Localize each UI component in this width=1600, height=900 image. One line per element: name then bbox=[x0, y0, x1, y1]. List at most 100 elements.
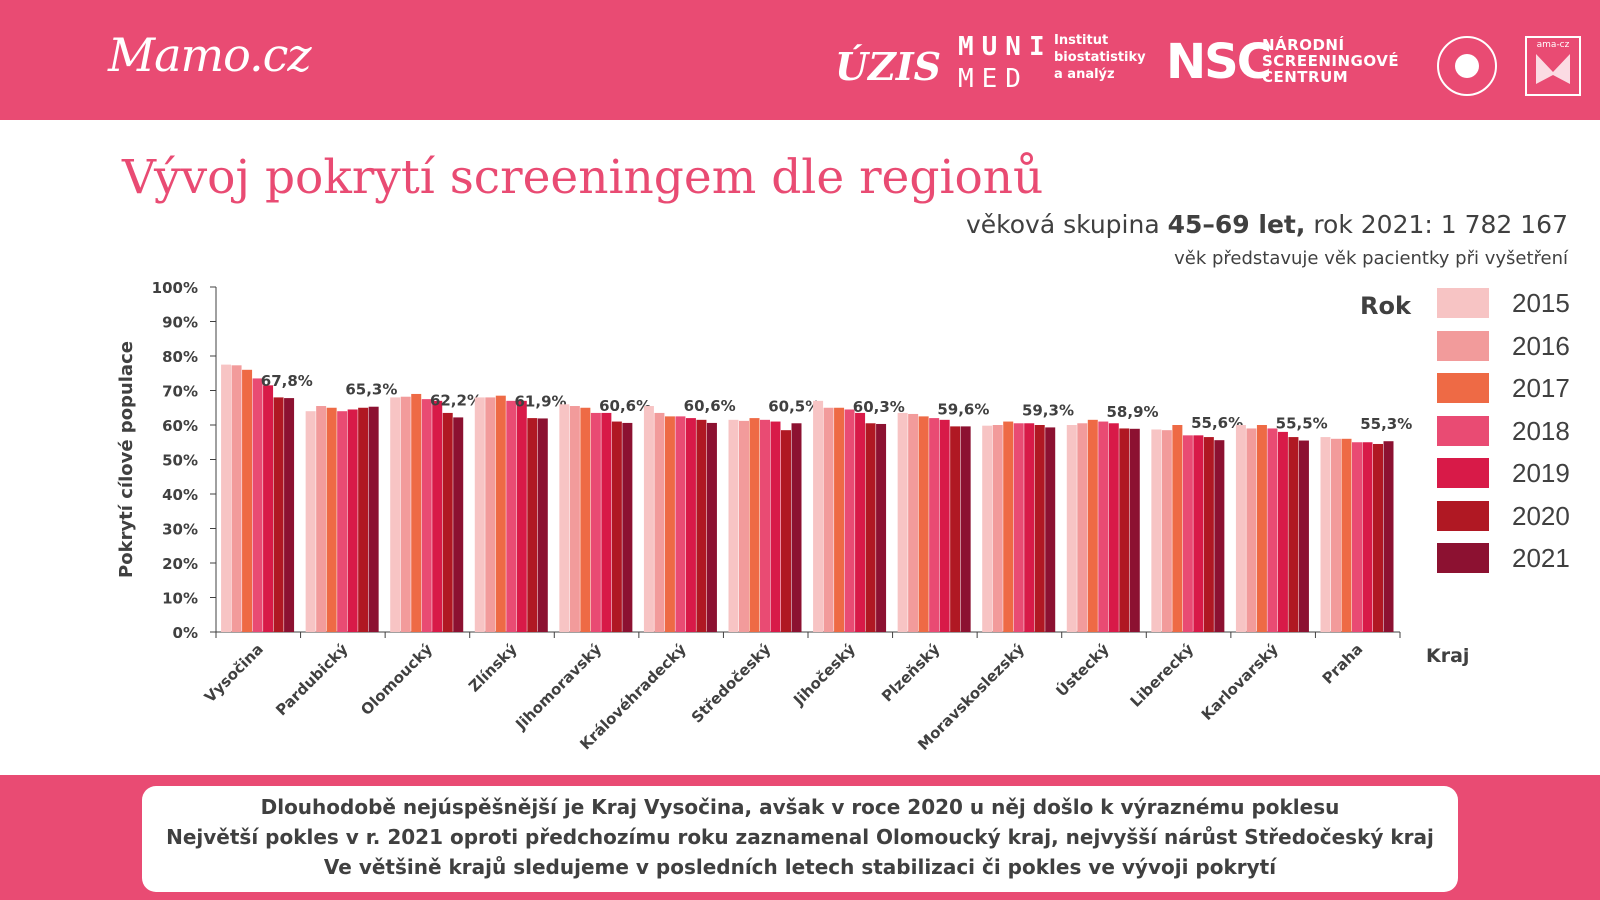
ama-logo-label: ama-cz bbox=[1536, 40, 1570, 50]
data-label: 60,6% bbox=[599, 397, 651, 415]
x-category-label: Liberecký bbox=[1127, 640, 1198, 711]
data-label: 67,8% bbox=[261, 372, 313, 390]
brand-logo[interactable]: Mamo.cz bbox=[108, 28, 312, 82]
uzis-logo-text: ÚZIS bbox=[835, 44, 942, 89]
legend-label: 2017 bbox=[1512, 373, 1570, 403]
bar bbox=[537, 418, 548, 632]
data-label: 60,6% bbox=[684, 397, 736, 415]
y-tick-label: 100% bbox=[152, 279, 198, 297]
legend-item: 2021 bbox=[1437, 543, 1570, 573]
x-category-label: Vysočina bbox=[201, 640, 267, 706]
bar bbox=[982, 425, 993, 632]
bar bbox=[1341, 438, 1352, 632]
data-label: 60,3% bbox=[853, 398, 905, 416]
bar bbox=[1362, 442, 1373, 632]
x-category-label: Ústecký bbox=[1052, 639, 1113, 700]
nsc-logo: NSC bbox=[1166, 34, 1272, 90]
bar bbox=[1172, 425, 1183, 632]
bar bbox=[1383, 441, 1394, 632]
legend-item: 2019 bbox=[1437, 458, 1570, 488]
bar bbox=[442, 412, 453, 632]
y-tick-label: 80% bbox=[162, 348, 198, 366]
bar bbox=[527, 418, 538, 632]
y-tick-label: 10% bbox=[162, 590, 198, 608]
nsc-line: SCREENINGOVÉ bbox=[1262, 52, 1400, 70]
summary-line: Dlouhodobě nejúspěšnější je Kraj Vysočin… bbox=[260, 795, 1340, 819]
bar bbox=[1277, 431, 1288, 632]
y-tick-label: 60% bbox=[162, 417, 198, 435]
bar bbox=[559, 404, 570, 632]
bar bbox=[654, 412, 665, 632]
radiology-seal-icon bbox=[1437, 36, 1497, 96]
data-label: 55,5% bbox=[1276, 415, 1328, 433]
bar bbox=[675, 416, 686, 632]
summary-line: Největší pokles v r. 2021 oproti předcho… bbox=[166, 825, 1434, 849]
muni-med-logo: MUNI MED bbox=[958, 32, 1053, 94]
x-category-label: Karlovarský bbox=[1198, 640, 1282, 724]
legend-label: 2016 bbox=[1512, 330, 1570, 361]
y-tick-label: 40% bbox=[162, 486, 198, 504]
bar bbox=[580, 407, 591, 632]
institute-logo-text: Institut biostatistiky a analýz bbox=[1054, 32, 1146, 83]
nsc-line: CENTRUM bbox=[1262, 68, 1349, 86]
header-bar: Mamo.cz ÚZIS ČR MUNI MED Institut biosta… bbox=[0, 0, 1600, 120]
subtitle-suffix: rok 2021: 1 782 167 bbox=[1305, 210, 1568, 239]
bar bbox=[516, 400, 527, 632]
legend-item: 2016 bbox=[1437, 330, 1570, 361]
legend-swatch bbox=[1437, 543, 1489, 573]
nsc-line: NÁRODNÍ bbox=[1262, 36, 1345, 54]
x-axis-title: Kraj bbox=[1426, 645, 1469, 667]
legend-swatch bbox=[1437, 458, 1489, 488]
summary-line: Ve většině krajů sledujeme v posledních … bbox=[323, 855, 1277, 879]
bar bbox=[918, 416, 929, 632]
legend-swatch bbox=[1437, 373, 1489, 403]
data-label: 58,9% bbox=[1107, 403, 1159, 421]
bar bbox=[1151, 429, 1162, 632]
bar bbox=[1003, 421, 1014, 632]
bar bbox=[263, 385, 274, 632]
bar bbox=[643, 406, 654, 632]
bar bbox=[622, 422, 633, 632]
bar bbox=[400, 396, 411, 632]
legend-swatch bbox=[1437, 288, 1489, 318]
bar bbox=[1288, 437, 1299, 632]
institute-line: a analýz bbox=[1054, 67, 1115, 82]
bar bbox=[601, 412, 612, 632]
bar bbox=[1352, 442, 1363, 632]
bar bbox=[590, 412, 601, 632]
bar bbox=[1373, 443, 1384, 632]
summary-box: Dlouhodobě nejúspěšnější je Kraj Vysočin… bbox=[142, 786, 1458, 892]
bar bbox=[960, 426, 971, 632]
bar bbox=[252, 378, 263, 632]
bar bbox=[791, 423, 802, 632]
bar bbox=[664, 416, 675, 632]
muni-logo-line1: MUNI bbox=[958, 32, 1053, 62]
bar bbox=[897, 412, 908, 632]
bar bbox=[411, 393, 422, 632]
x-category-label: Jihomoravský bbox=[511, 640, 605, 734]
bar bbox=[1098, 421, 1109, 632]
data-label: 55,3% bbox=[1360, 415, 1412, 433]
legend-swatch bbox=[1437, 415, 1489, 446]
legend-label: 2020 bbox=[1512, 500, 1570, 531]
bar bbox=[760, 419, 771, 632]
bar bbox=[305, 411, 316, 632]
bar bbox=[855, 412, 866, 632]
bar bbox=[950, 426, 961, 632]
bar bbox=[813, 400, 824, 632]
bar bbox=[685, 418, 696, 632]
bar bbox=[453, 417, 464, 632]
bar bbox=[495, 395, 506, 632]
page-title: Vývoj pokrytí screeningem dle regionů bbox=[122, 150, 1044, 205]
bar bbox=[1024, 423, 1035, 632]
bar bbox=[1034, 425, 1045, 632]
subtitle-prefix: věková skupina bbox=[965, 210, 1168, 239]
bar bbox=[992, 425, 1003, 632]
legend-item: 2020 bbox=[1437, 500, 1570, 531]
bar bbox=[1320, 437, 1331, 632]
bar bbox=[1235, 425, 1246, 632]
bar bbox=[337, 411, 348, 632]
legend-label: 2015 bbox=[1512, 288, 1570, 318]
legend-label: 2018 bbox=[1512, 415, 1570, 446]
data-label: 62,2% bbox=[430, 391, 482, 409]
